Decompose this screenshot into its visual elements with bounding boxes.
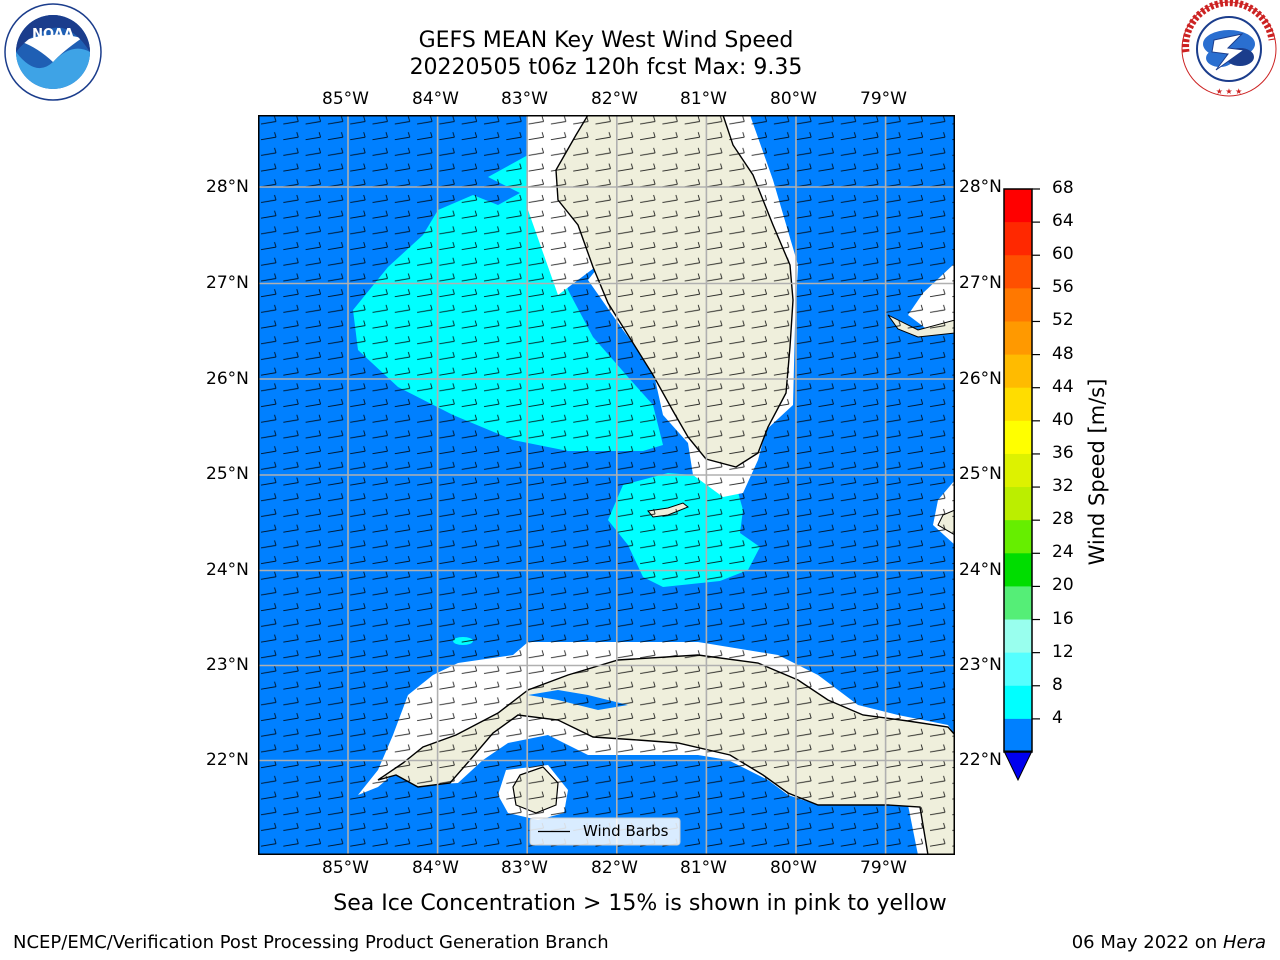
colorbar-tick-label: 40 [1052, 409, 1074, 430]
lat-label-right: 27°N [959, 273, 1002, 293]
lon-label-bottom: 83°W [501, 858, 548, 878]
lon-label-top: 82°W [591, 89, 638, 109]
lon-label-bottom: 84°W [412, 858, 459, 878]
colorbar-tick-label: 28 [1052, 509, 1074, 530]
lat-label-right: 24°N [959, 560, 1002, 580]
noaa-logo: NOAA [4, 3, 102, 101]
colorbar-tick-label: 4 [1052, 707, 1063, 728]
footer-host: Hera [1222, 932, 1266, 953]
colorbar-band [1004, 222, 1032, 256]
colorbar-band [1004, 255, 1032, 289]
colorbar-tick-label: 8 [1052, 674, 1063, 695]
lon-label-bottom: 80°W [770, 858, 817, 878]
colorbar-band [1004, 387, 1032, 422]
lat-label-left: 22°N [206, 750, 249, 770]
nws-logo: ★ ★ ★ [1181, 0, 1277, 97]
lon-label-top: 85°W [322, 89, 369, 109]
wind-speed-map [258, 115, 955, 855]
lat-label-left: 23°N [206, 655, 249, 675]
colorbar-band [1004, 553, 1032, 587]
colorbar-band [1004, 487, 1032, 521]
wind-barbs-legend-label: Wind Barbs [583, 822, 669, 840]
lon-label-top: 84°W [412, 89, 459, 109]
colorbar-tick-label: 64 [1052, 211, 1074, 232]
lat-label-right: 28°N [959, 177, 1002, 197]
footer-date: 06 May 2022 on Hera [1072, 932, 1266, 953]
colorbar-tick-label: 16 [1052, 608, 1074, 629]
colorbar-band [1004, 420, 1032, 455]
sea-ice-caption: Sea Ice Concentration > 15% is shown in … [333, 891, 947, 916]
colorbar-label: Wind Speed [m/s] [1085, 378, 1109, 566]
map-frame [258, 115, 955, 855]
lat-label-left: 28°N [206, 177, 249, 197]
colorbar-tick-label: 60 [1052, 244, 1074, 265]
colorbar-tick-label: 20 [1052, 575, 1074, 596]
colorbar-tick-label: 48 [1052, 343, 1074, 364]
lon-label-top: 83°W [501, 89, 548, 109]
chart-title: GEFS MEAN Key West Wind Speed [418, 28, 794, 53]
lat-label-right: 23°N [959, 655, 1002, 675]
lat-label-right: 26°N [959, 369, 1002, 389]
colorbar-tick-label: 32 [1052, 476, 1074, 497]
colorbar [1003, 188, 1040, 782]
colorbar-band [1004, 619, 1032, 654]
colorbar-tick-label: 36 [1052, 442, 1074, 463]
chart-subtitle: 20220505 t06z 120h fcst Max: 9.35 [409, 55, 803, 80]
lon-label-top: 79°W [860, 89, 907, 109]
colorbar-tick-label: 68 [1052, 178, 1074, 198]
svg-text:★ ★ ★: ★ ★ ★ [1216, 87, 1243, 96]
colorbar-band [1004, 586, 1032, 621]
lat-label-left: 25°N [206, 464, 249, 484]
colorbar-band [1004, 685, 1032, 720]
colorbar-band [1004, 718, 1032, 753]
footer-branch: NCEP/EMC/Verification Post Processing Pr… [13, 932, 609, 953]
lon-label-top: 80°W [770, 89, 817, 109]
lon-label-bottom: 85°W [322, 858, 369, 878]
colorbar-band [1004, 652, 1032, 687]
footer-date-text: 06 May 2022 on [1071, 932, 1223, 953]
colorbar-tick-label: 52 [1052, 310, 1074, 331]
colorbar-band [1004, 288, 1032, 322]
lat-label-right: 25°N [959, 464, 1002, 484]
lat-label-left: 26°N [206, 369, 249, 389]
lon-label-bottom: 82°W [591, 858, 638, 878]
colorbar-band [1004, 189, 1032, 223]
lat-label-left: 27°N [206, 273, 249, 293]
graticule [258, 115, 955, 855]
lon-label-top: 81°W [680, 89, 727, 109]
colorbar-band [1004, 453, 1032, 488]
lon-label-bottom: 79°W [860, 858, 907, 878]
colorbar-tick-label: 12 [1052, 641, 1074, 662]
lon-label-bottom: 81°W [680, 858, 727, 878]
noaa-logo-text: NOAA [32, 27, 74, 42]
wind-barbs-layer [258, 115, 955, 855]
colorbar-band [1004, 520, 1032, 554]
colorbar-band [1004, 321, 1032, 356]
wind-barbs-legend [529, 817, 681, 846]
colorbar-tick-label: 44 [1052, 376, 1074, 397]
colorbar-tick-label: 56 [1052, 277, 1074, 298]
colorbar-tick-label: 24 [1052, 542, 1074, 563]
lat-label-right: 22°N [959, 750, 1002, 770]
lat-label-left: 24°N [206, 560, 249, 580]
colorbar-band [1004, 354, 1032, 389]
colorbar-under-arrow [1003, 750, 1033, 782]
